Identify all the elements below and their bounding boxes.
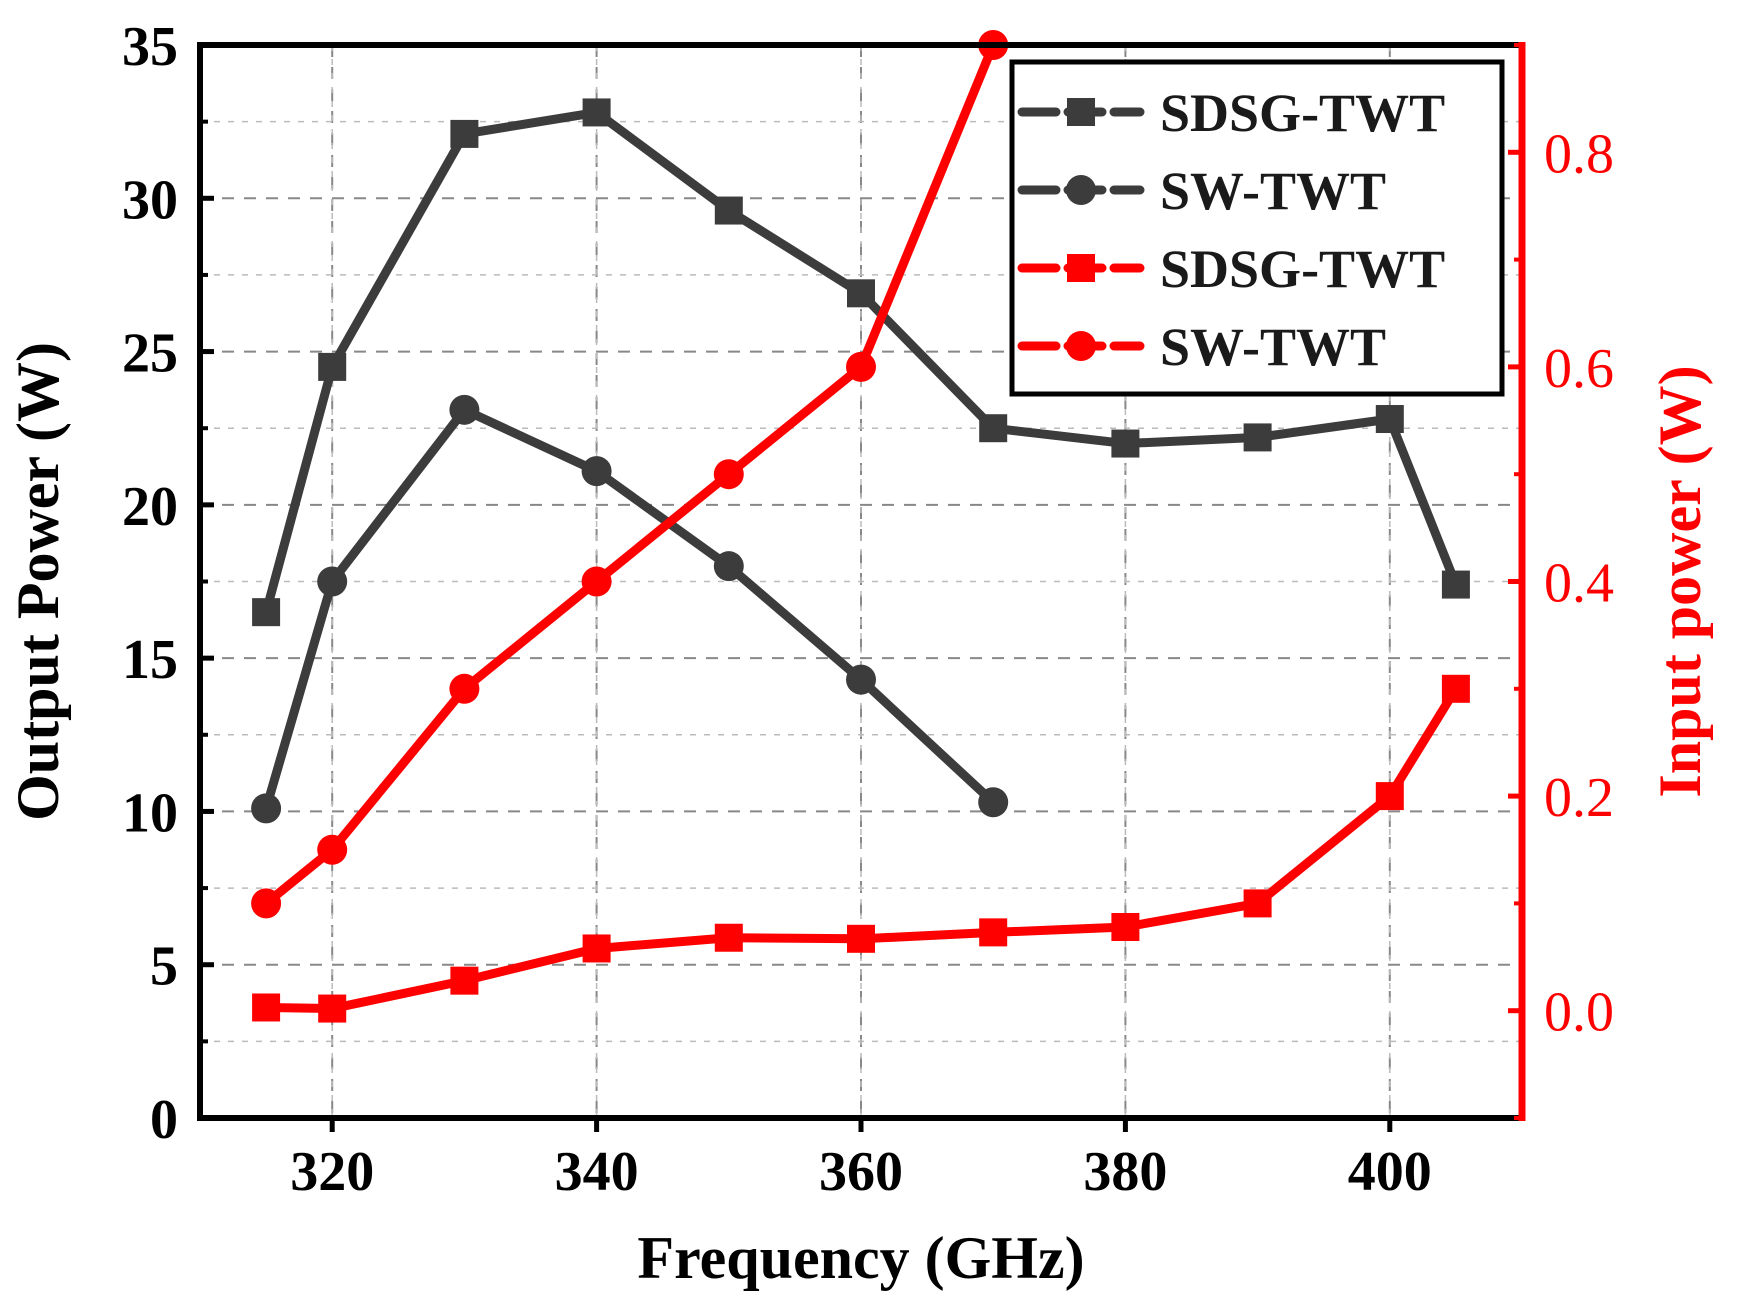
y2-tick-label: 0.4 <box>1544 553 1614 615</box>
data-point-square <box>318 994 347 1023</box>
data-point-circle <box>846 351 876 382</box>
legend-marker-square <box>1067 254 1095 282</box>
data-point-square <box>1441 570 1470 599</box>
data-point-square <box>450 966 479 995</box>
y2-tick-label: 0.8 <box>1544 123 1614 185</box>
y-tick-label: 35 <box>122 16 178 78</box>
axis-labels: 320 340 360 380 400 0 5 10 15 20 25 30 35 0.0 0.2 0.4 0.… <box>5 16 1713 1291</box>
data-point-square <box>1111 913 1140 942</box>
legend-label: SDSG-TWT <box>1160 83 1445 143</box>
legend-entry: SDSG-TWT <box>1017 239 1445 299</box>
data-point-circle <box>317 566 348 597</box>
legend-marker-circle <box>1066 331 1096 361</box>
data-point-square <box>1243 423 1272 452</box>
legend-entry: SDSG-TWT <box>1017 83 1445 143</box>
y-tick-label: 5 <box>150 936 178 998</box>
y2-axis-title: Input power (W) <box>1647 365 1713 797</box>
data-point-square <box>714 196 743 225</box>
y-tick-label: 20 <box>122 476 178 538</box>
data-point-square <box>1375 782 1404 811</box>
data-point-square <box>979 918 1008 947</box>
data-point-circle <box>317 834 348 865</box>
y-tick-label: 15 <box>122 629 178 691</box>
data-point-square <box>582 98 611 127</box>
y-axis-title: Output Power (W) <box>5 342 71 821</box>
y-tick-label: 10 <box>122 782 178 844</box>
y-tick-label: 0 <box>150 1089 178 1151</box>
y-tick-label: 30 <box>122 169 178 231</box>
data-point-square <box>582 934 611 963</box>
data-point-circle <box>251 888 282 919</box>
data-point-square <box>318 352 347 381</box>
data-point-circle <box>713 551 744 582</box>
data-point-square <box>847 924 875 953</box>
series-0-sdsg-twt-left <box>252 98 1470 627</box>
data-point-circle <box>449 673 480 704</box>
legend-marker-square <box>1067 98 1095 126</box>
data-point-square <box>1243 889 1272 918</box>
data-point-square <box>252 993 281 1022</box>
data-point-circle <box>978 787 1009 818</box>
data-point-circle <box>449 394 480 425</box>
x-tick-label: 400 <box>1348 1141 1432 1203</box>
y2-tick-label: 0.6 <box>1544 338 1614 400</box>
data-point-square <box>450 119 479 148</box>
x-axis-title: Frequency (GHz) <box>637 1225 1084 1291</box>
data-point-circle <box>581 566 612 597</box>
data-series <box>251 30 1470 1023</box>
data-point-circle <box>846 664 876 695</box>
legend: SDSG-TWT SW-TWT SDSG-TWT SW-TWT <box>1009 59 1505 397</box>
x-tick-label: 320 <box>290 1141 374 1203</box>
axes <box>197 42 1526 1132</box>
legend-label: SDSG-TWT <box>1160 239 1445 299</box>
series-2-sdsg-twt-right <box>252 674 1470 1023</box>
data-point-square <box>1375 405 1404 434</box>
data-point-circle <box>251 793 282 824</box>
data-point-circle <box>581 456 612 487</box>
data-point-square <box>252 598 281 627</box>
data-point-square <box>1441 674 1470 703</box>
legend-marker-circle <box>1066 175 1096 205</box>
legend-label: SW-TWT <box>1160 161 1386 221</box>
x-tick-label: 380 <box>1083 1141 1167 1203</box>
data-point-square <box>847 279 875 308</box>
y2-tick-label: 0.0 <box>1544 982 1614 1044</box>
legend-entry: SW-TWT <box>1017 161 1386 221</box>
series-1-sw-twt-left <box>251 394 1009 824</box>
y-tick-label: 25 <box>122 323 178 385</box>
series-3-sw-twt-right <box>251 30 1009 919</box>
x-tick-label: 360 <box>819 1141 903 1203</box>
legend-label: SW-TWT <box>1160 317 1386 377</box>
data-point-square <box>979 414 1008 443</box>
legend-entry: SW-TWT <box>1017 317 1386 377</box>
x-tick-label: 340 <box>555 1141 639 1203</box>
data-point-square <box>714 923 743 952</box>
y2-tick-label: 0.2 <box>1544 767 1614 829</box>
data-point-square <box>1111 429 1140 458</box>
data-point-circle <box>713 459 744 490</box>
